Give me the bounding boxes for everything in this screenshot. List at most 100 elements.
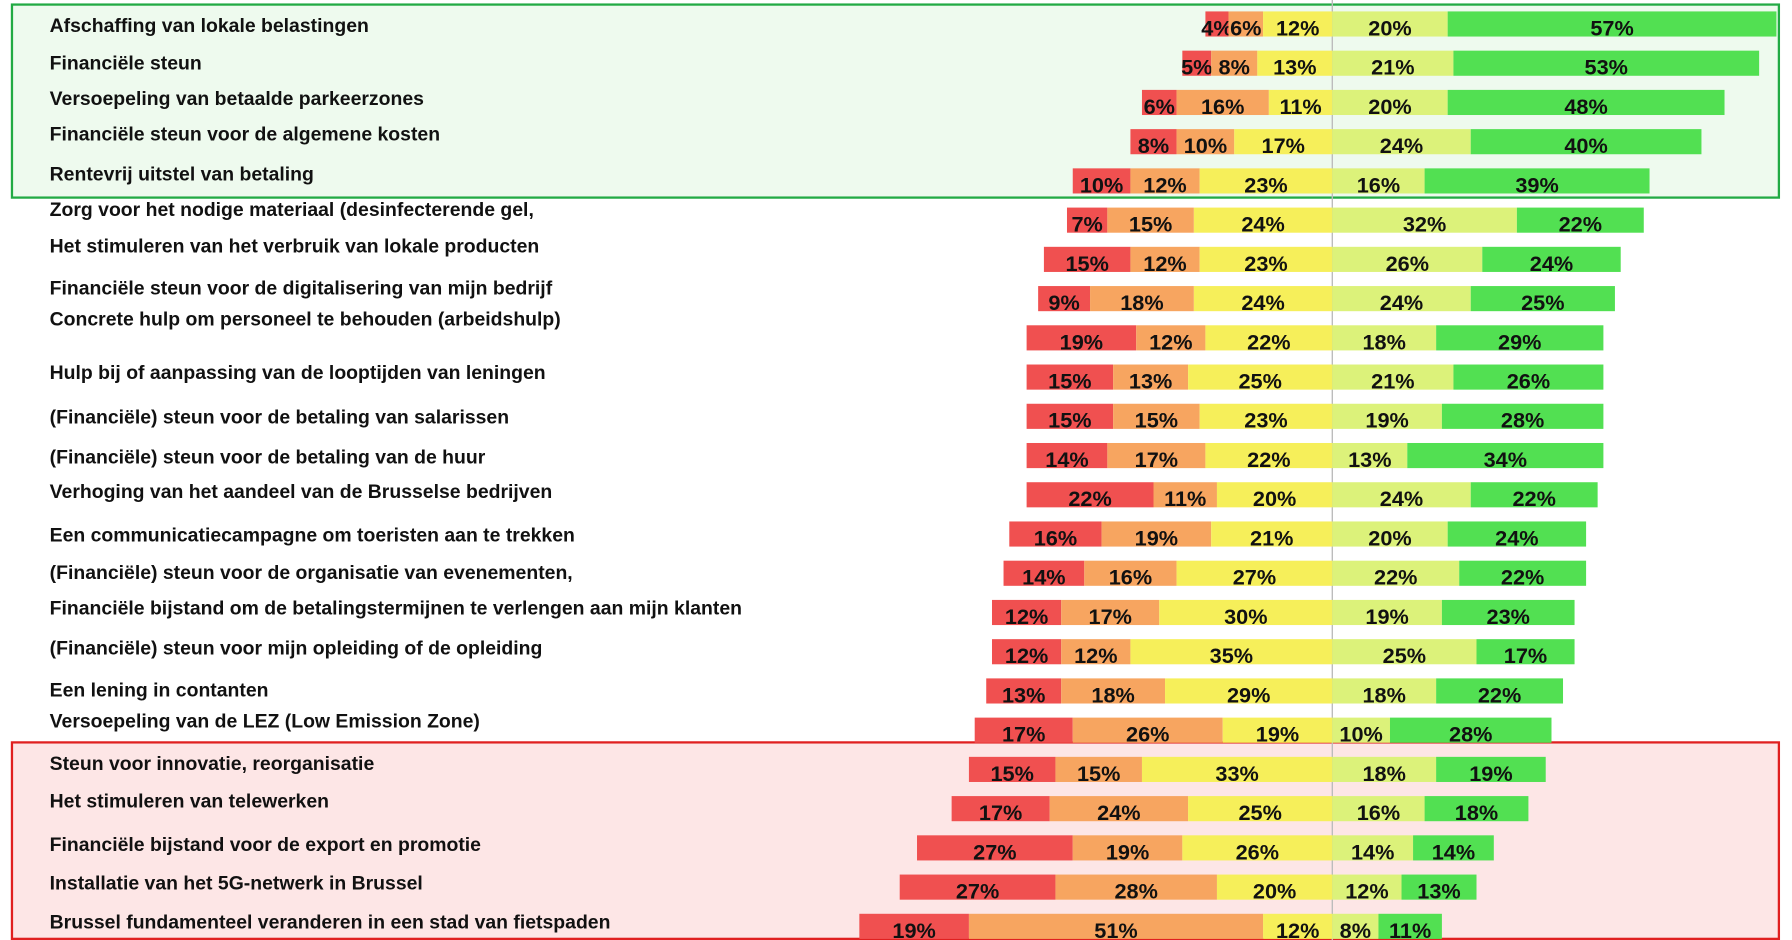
category-label: Steun voor innovatie, reorganisatie <box>50 753 375 775</box>
value-label: 25% <box>1238 800 1281 825</box>
bar-segment <box>1470 482 1598 508</box>
category-label: Financiële bijstand om de betalingstermi… <box>50 597 742 619</box>
value-label: 16% <box>1201 94 1244 119</box>
value-label: 20% <box>1253 486 1296 511</box>
bar-segment <box>1332 482 1471 508</box>
value-label: 27% <box>1233 565 1276 590</box>
value-label: 13% <box>1417 879 1460 904</box>
value-label: 15% <box>1048 408 1091 433</box>
value-label: 12% <box>1143 251 1186 276</box>
bar-segment <box>1389 717 1552 743</box>
category-label: Financiële steun <box>50 53 202 75</box>
value-label: 25% <box>1521 290 1564 315</box>
category-label: Brussel fundamenteel veranderen in een s… <box>50 912 611 934</box>
bar-segment <box>1424 168 1650 194</box>
value-label: 9% <box>1048 290 1079 315</box>
value-label: 10% <box>1339 722 1382 747</box>
value-label: 26% <box>1386 251 1429 276</box>
value-label: 17% <box>1002 722 1045 747</box>
value-label: 13% <box>1129 369 1172 394</box>
bar-segment <box>1205 442 1333 469</box>
value-label: 14% <box>1045 447 1088 472</box>
bar-segment <box>1003 560 1085 586</box>
value-label: 21% <box>1250 525 1293 550</box>
category-label: Financiële steun voor de digitalisering … <box>50 278 553 300</box>
bar-segment <box>1332 521 1448 547</box>
bar-segment <box>1130 639 1333 665</box>
bar-segment <box>1407 442 1604 469</box>
bar-segment <box>1401 874 1477 900</box>
value-label: 24% <box>1495 525 1538 550</box>
bar-segment <box>1182 835 1333 861</box>
value-label: 27% <box>973 839 1016 864</box>
value-label: 19% <box>1135 525 1178 550</box>
bar-segment <box>1332 364 1454 390</box>
bar-segment <box>1447 89 1725 116</box>
bar-segment <box>1072 835 1183 861</box>
value-label: 19% <box>1365 408 1408 433</box>
value-label: 18% <box>1363 761 1406 786</box>
bar-segment <box>1234 129 1333 155</box>
value-label: 16% <box>1034 525 1077 550</box>
bar-segment <box>899 874 1056 900</box>
bar-segment <box>1072 168 1131 194</box>
category-label: Financiële steun voor de algemene kosten <box>50 123 440 145</box>
bar-segment <box>991 639 1062 665</box>
value-label: 8% <box>1340 918 1371 940</box>
bar-segment <box>1263 913 1333 939</box>
value-label: 14% <box>1351 839 1394 864</box>
value-label: 24% <box>1097 800 1140 825</box>
value-label: 25% <box>1238 369 1281 394</box>
value-label: 53% <box>1585 55 1628 80</box>
value-label: 35% <box>1210 643 1253 668</box>
category-label: Concrete hulp om personeel te behouden (… <box>50 309 561 331</box>
value-label: 15% <box>1077 761 1120 786</box>
category-label: (Financiële) steun voor de betaling van … <box>50 447 486 469</box>
value-label: 14% <box>1432 839 1475 864</box>
bar-segment <box>1332 756 1437 782</box>
value-label: 27% <box>956 879 999 904</box>
bar-segment <box>1199 168 1333 194</box>
value-label: 15% <box>1048 369 1091 394</box>
bar-segment <box>1436 756 1546 782</box>
value-label: 6% <box>1230 15 1261 40</box>
bar-segment <box>1193 286 1333 312</box>
value-label: 21% <box>1371 369 1414 394</box>
bar-segment <box>1159 599 1333 626</box>
value-label: 24% <box>1530 251 1573 276</box>
value-label: 28% <box>1449 722 1492 747</box>
value-label: 24% <box>1380 486 1423 511</box>
value-label: 22% <box>1374 565 1417 590</box>
value-label: 57% <box>1590 15 1633 40</box>
bar-segment <box>986 678 1062 704</box>
bar-segment <box>1332 560 1460 586</box>
value-label: 25% <box>1383 643 1426 668</box>
bar-segment <box>1182 50 1212 76</box>
bar-segment <box>1332 835 1414 861</box>
value-label: 15% <box>1129 212 1172 237</box>
bar-segment <box>1130 168 1200 194</box>
bar-segment <box>1332 168 1425 194</box>
value-label: 19% <box>1469 761 1512 786</box>
value-label: 10% <box>1080 172 1123 197</box>
value-label: 12% <box>1005 643 1048 668</box>
bar-segment <box>1026 442 1108 469</box>
value-label: 23% <box>1244 172 1287 197</box>
bar-segment <box>1332 403 1442 429</box>
bar-segment <box>1257 50 1333 76</box>
value-label: 13% <box>1273 55 1316 80</box>
bar-segment <box>1332 89 1448 116</box>
bar-segment <box>859 913 969 939</box>
value-label: 21% <box>1371 55 1414 80</box>
value-label: 19% <box>892 918 935 940</box>
value-label: 12% <box>1149 329 1192 354</box>
value-label: 22% <box>1501 565 1544 590</box>
bar-segment <box>1026 364 1114 390</box>
bar-segment <box>1482 246 1621 272</box>
bar-segment <box>1332 246 1483 272</box>
bar-segment <box>1332 639 1477 665</box>
value-label: 16% <box>1357 172 1400 197</box>
value-label: 7% <box>1071 212 1102 237</box>
value-label: 13% <box>1348 447 1391 472</box>
bar-segment <box>1101 521 1212 547</box>
